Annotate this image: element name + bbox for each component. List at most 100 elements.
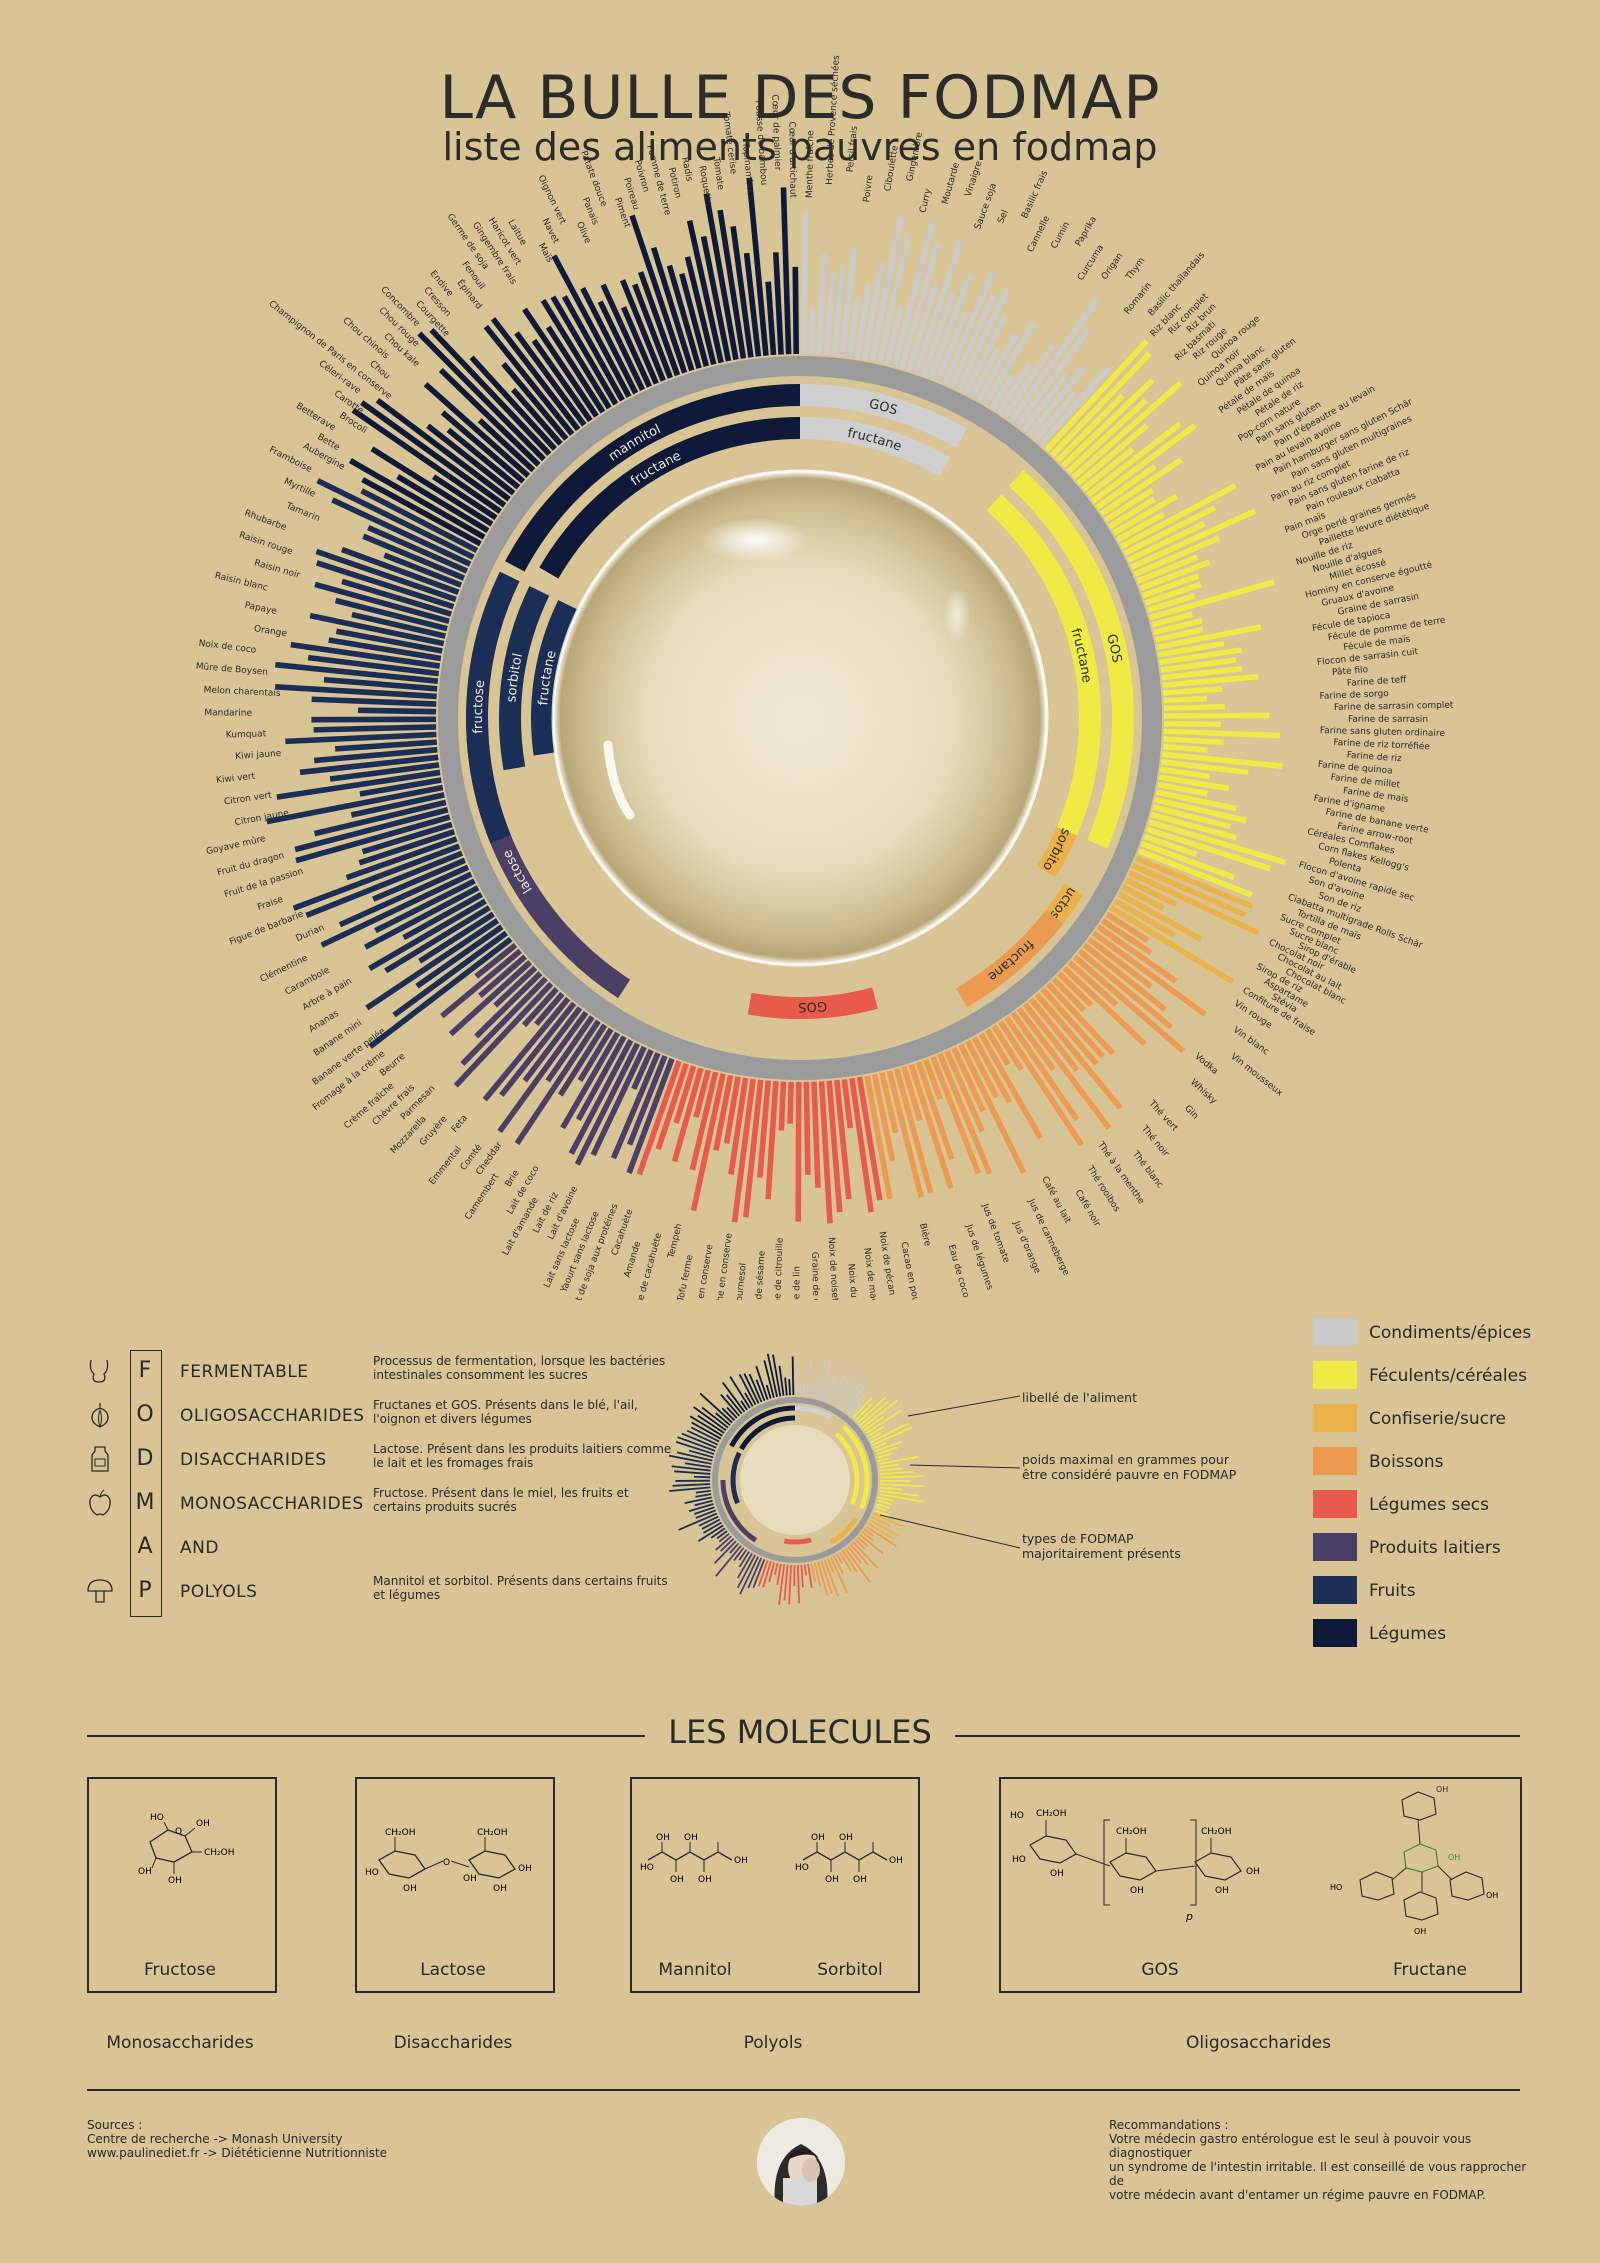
bar-6-43	[334, 597, 448, 632]
bar-6-1	[392, 930, 508, 1018]
bar-4-23	[655, 1062, 689, 1151]
food-label: Roquette	[696, 165, 713, 207]
bar-5-12	[545, 1015, 595, 1083]
bar-6-41	[309, 612, 445, 647]
bar-6-40	[335, 628, 443, 654]
bar-6-45	[341, 578, 452, 617]
mini-bar	[879, 1486, 903, 1491]
bar-2-7	[1109, 905, 1235, 985]
bar-3-25	[965, 1039, 999, 1099]
fructane-oh-3: OH	[1414, 1927, 1426, 1936]
mini-bar	[695, 1489, 711, 1494]
mannitol-oh-1: OH	[656, 1833, 670, 1843]
mini-bar	[873, 1442, 887, 1449]
food-label: Durian	[295, 923, 327, 944]
bar-7-43	[703, 193, 739, 361]
fodmap-arc-1	[799, 417, 951, 477]
mini-bar	[871, 1516, 891, 1527]
food-label: Melon charentais	[203, 685, 281, 699]
food-label: Vodka	[1192, 1052, 1219, 1077]
category-polyols: Polyols	[743, 2033, 803, 2053]
mini-bar	[672, 1483, 711, 1487]
food-label: Citron jaune	[234, 808, 290, 828]
mini-label-types: types de FODMAP majoritairement présents	[1022, 1531, 1181, 1561]
fodmap-arc-9	[466, 571, 520, 844]
onion-icon	[85, 1400, 115, 1430]
food-label: Farine de sarrasin	[1348, 715, 1428, 725]
bar-4-17	[713, 1074, 734, 1151]
mini-bar	[849, 1402, 863, 1417]
food-label: Oignon vert	[536, 174, 568, 227]
mini-bar	[879, 1483, 924, 1488]
mini-bar	[747, 1557, 763, 1589]
bar-1-6	[1076, 423, 1149, 486]
bar-6-2	[415, 924, 504, 989]
bar-1-15	[1116, 511, 1165, 543]
bar-7-4	[432, 474, 498, 521]
bar-2-1	[1131, 862, 1247, 918]
lactose-ho: HO	[365, 1868, 379, 1878]
bar-7-31	[600, 283, 652, 388]
fodmap-arc-13	[539, 417, 801, 579]
bar-6-42	[351, 611, 446, 639]
fodmap-arc-0	[799, 384, 967, 448]
mini-chart	[668, 1353, 924, 1605]
bar-1-7	[1081, 446, 1135, 492]
food-label: Ciboulette	[883, 144, 901, 192]
food-label: Farine de teff	[1347, 675, 1408, 689]
bar-1-0	[1044, 339, 1149, 452]
food-label: Rhubarbe	[243, 508, 288, 533]
sorbitol-label: Sorbitol	[817, 1960, 883, 1980]
bar-3-24	[971, 1036, 1012, 1104]
mini-bar	[878, 1455, 919, 1466]
bar-1-24	[1144, 581, 1202, 606]
bar-6-13	[305, 850, 464, 918]
mini-bar	[699, 1392, 733, 1424]
food-label: Fraise	[256, 895, 285, 913]
mini-bar	[799, 1384, 802, 1396]
bar-0-5	[839, 247, 858, 357]
fodmap-desc-5: Mannitol et sorbitol. Présents dans cert…	[373, 1574, 668, 1602]
mini-bar	[812, 1378, 818, 1398]
bar-7-6	[360, 400, 507, 508]
bar-3-3	[1092, 930, 1207, 1017]
mini-bar	[839, 1381, 858, 1409]
bar-6-48	[341, 546, 460, 595]
bar-6-22	[266, 784, 444, 825]
bar-0-7	[854, 282, 872, 359]
bar-6-21	[350, 792, 445, 818]
bar-7-25	[540, 298, 612, 410]
food-label: Radis	[679, 156, 694, 182]
bar-4-2	[841, 1078, 854, 1129]
bar-3-8	[1067, 960, 1119, 1007]
bar-6-50	[362, 533, 466, 581]
bar-7-20	[490, 317, 581, 432]
gos-ch2oh-3: CH₂OH	[1201, 1827, 1232, 1837]
bar-6-0	[368, 936, 513, 1049]
food-label: Cacao en poudre	[898, 1241, 923, 1300]
food-label: Curry	[918, 187, 934, 214]
mini-bar	[755, 1379, 766, 1401]
legend-label: Confiserie/sucre	[1369, 1409, 1507, 1429]
fructose-oh-3: OH	[168, 1876, 182, 1886]
fructane-molecule: OH OH HO OH OH	[1330, 1785, 1498, 1936]
bar-3-39	[864, 1075, 893, 1200]
mini-bar	[772, 1354, 782, 1397]
bar-6-44	[314, 581, 450, 625]
gos-molecule: HO CH₂OH CH₂OH CH₂OH HO OH OH OH OH p	[1010, 1809, 1260, 1923]
mini-bar	[821, 1374, 832, 1400]
mini-arc-1	[841, 1424, 870, 1510]
mannitol-ho: HO	[640, 1863, 654, 1873]
bar-6-7	[402, 892, 483, 941]
mini-bar	[722, 1382, 746, 1413]
fructose-oh-2: OH	[138, 1867, 152, 1877]
bar-4-20	[693, 1069, 711, 1118]
bar-7-10	[440, 410, 526, 484]
bar-1-54	[1145, 826, 1271, 872]
food-label: Herbes de Provence séchées	[824, 55, 842, 185]
bar-5-5	[574, 1042, 640, 1166]
bar-5-2	[610, 1052, 661, 1160]
bar-6-46	[315, 560, 455, 610]
food-label: Myrtille	[282, 477, 317, 500]
mini-bar	[784, 1377, 788, 1396]
